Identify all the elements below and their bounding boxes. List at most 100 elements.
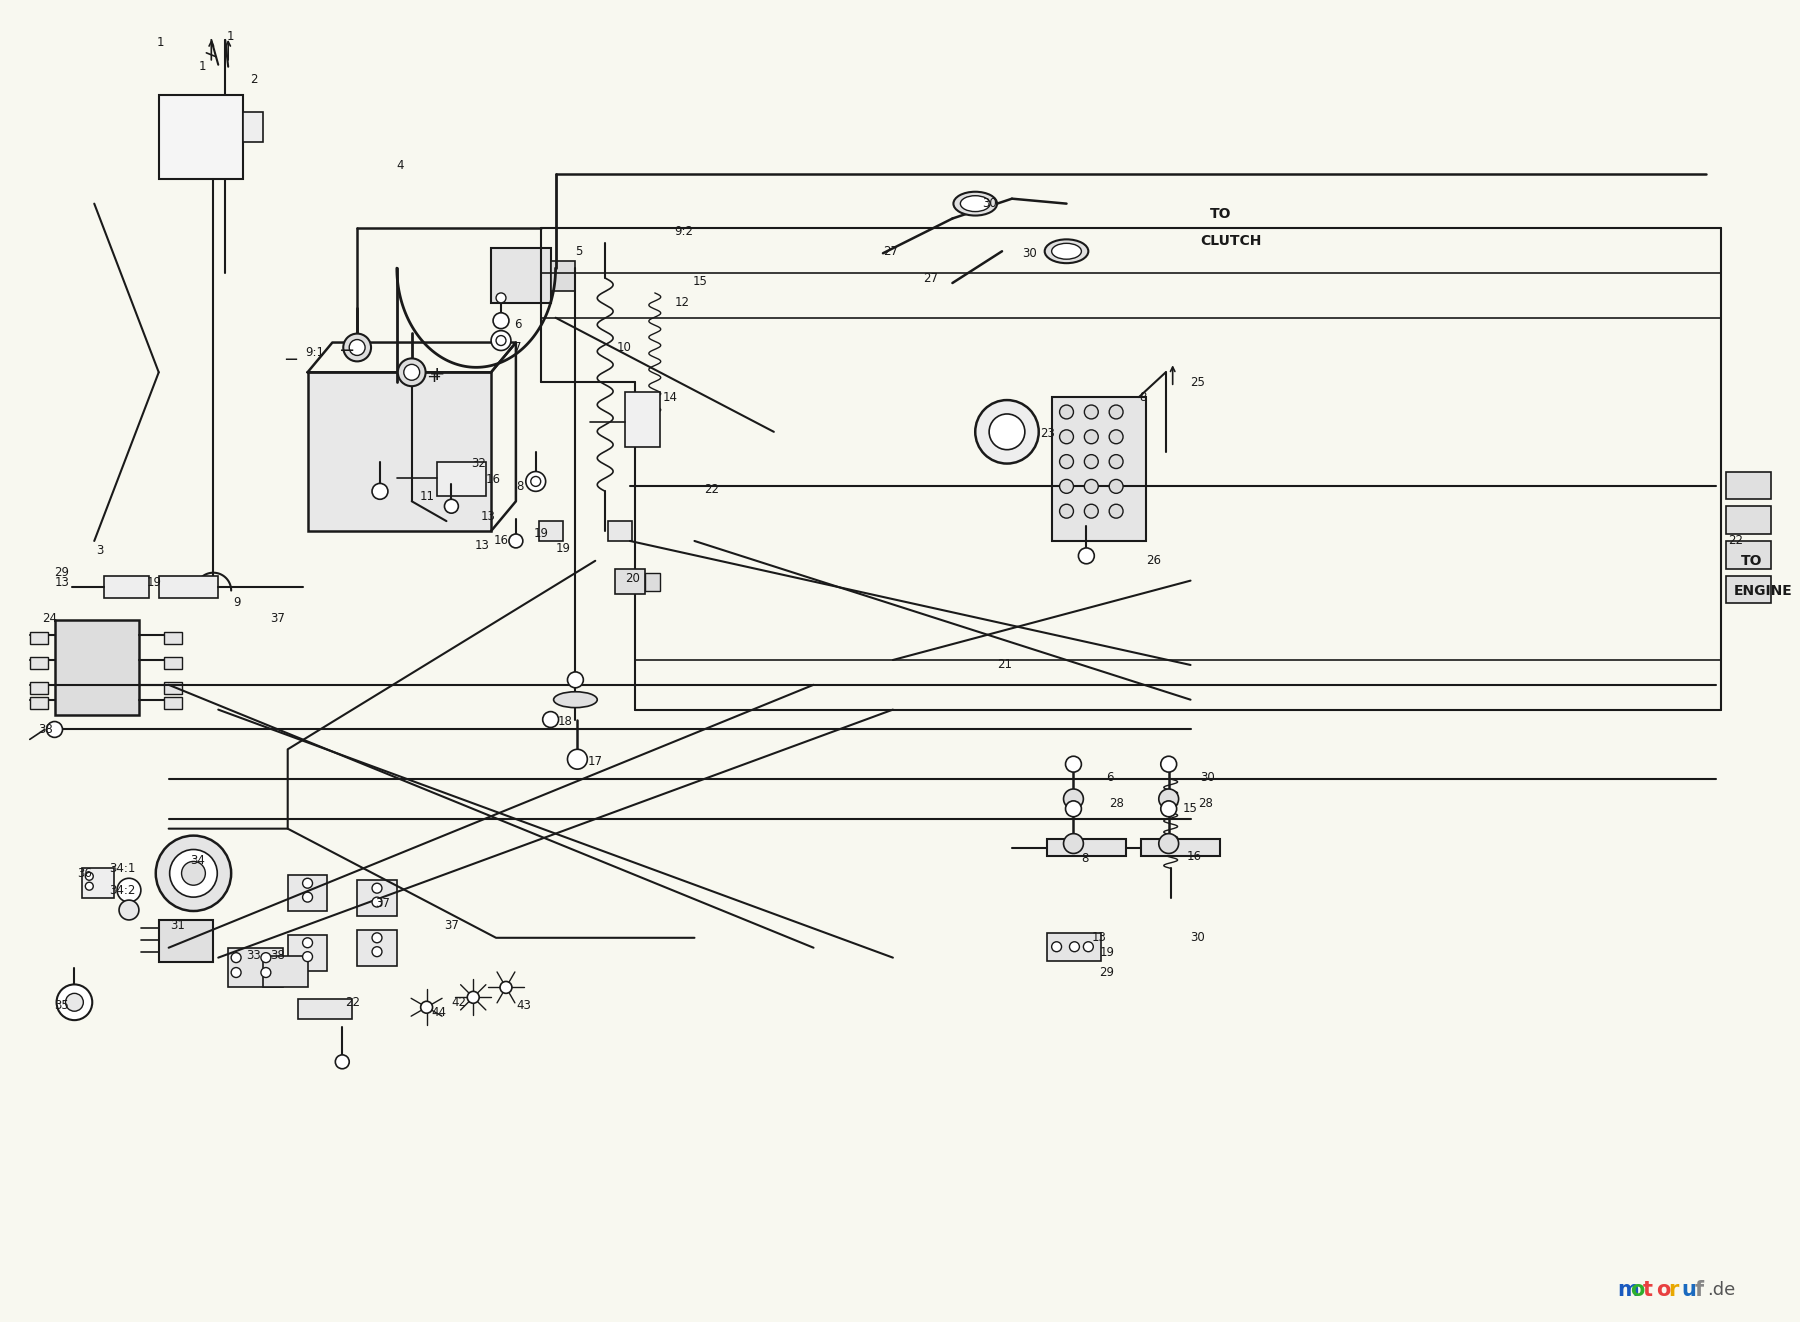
Text: 3: 3 [95, 545, 104, 558]
Circle shape [261, 953, 270, 962]
Circle shape [157, 836, 230, 911]
Text: 18: 18 [558, 715, 572, 728]
Text: 20: 20 [625, 572, 641, 586]
Text: 34: 34 [191, 854, 205, 867]
Bar [158, 575, 218, 598]
Circle shape [47, 722, 63, 738]
Circle shape [1159, 789, 1179, 809]
Text: m: m [1616, 1280, 1638, 1300]
Text: 8: 8 [517, 480, 524, 493]
Circle shape [302, 892, 313, 902]
Circle shape [1161, 801, 1177, 817]
Text: 38: 38 [38, 723, 52, 736]
Text: 26: 26 [1147, 554, 1161, 567]
Text: 34:1: 34:1 [110, 862, 135, 875]
Circle shape [302, 952, 313, 961]
Circle shape [349, 340, 365, 356]
Bar [288, 875, 328, 911]
Circle shape [1109, 480, 1123, 493]
Ellipse shape [554, 691, 598, 707]
Bar [288, 935, 328, 970]
Text: 19: 19 [535, 526, 549, 539]
Circle shape [500, 981, 511, 993]
Circle shape [1060, 405, 1073, 419]
Circle shape [1066, 801, 1082, 817]
Text: 11: 11 [419, 490, 434, 502]
Text: −: − [283, 352, 297, 369]
Bar [551, 262, 576, 291]
Bar [538, 521, 563, 541]
Circle shape [119, 900, 139, 920]
Bar [31, 682, 47, 694]
Text: ENGINE: ENGINE [1733, 583, 1793, 598]
Text: 36: 36 [77, 867, 92, 880]
Text: 9:2: 9:2 [675, 225, 693, 238]
Circle shape [373, 933, 382, 943]
Text: 13: 13 [481, 510, 497, 522]
Text: u: u [1681, 1280, 1696, 1300]
Circle shape [542, 711, 558, 727]
Circle shape [1084, 480, 1098, 493]
Circle shape [1078, 547, 1094, 563]
Text: 33: 33 [247, 949, 261, 962]
Bar [31, 632, 47, 644]
Text: 29: 29 [1100, 966, 1114, 980]
Text: 1: 1 [227, 30, 234, 44]
Text: 8: 8 [1139, 390, 1147, 403]
Text: 37: 37 [445, 919, 459, 932]
Text: 23: 23 [1040, 427, 1055, 440]
Circle shape [976, 401, 1039, 464]
Text: 22: 22 [346, 995, 360, 1009]
Text: 22: 22 [1728, 534, 1742, 547]
Bar [83, 869, 113, 898]
Circle shape [85, 873, 94, 880]
Text: o: o [1656, 1280, 1670, 1300]
Circle shape [491, 330, 511, 350]
Text: 1: 1 [157, 37, 164, 49]
Circle shape [302, 937, 313, 948]
Text: 14: 14 [662, 390, 679, 403]
Text: 37: 37 [270, 612, 284, 625]
Circle shape [373, 947, 382, 957]
Bar [1726, 541, 1771, 568]
Bar [243, 112, 263, 143]
Text: 17: 17 [587, 755, 603, 768]
Text: 10: 10 [617, 341, 632, 354]
Circle shape [1084, 405, 1098, 419]
Text: 38: 38 [270, 949, 284, 962]
Text: 25: 25 [1190, 375, 1206, 389]
Circle shape [56, 985, 92, 1021]
Text: −: − [340, 341, 356, 360]
Circle shape [1109, 430, 1123, 444]
Circle shape [230, 968, 241, 977]
Text: 44: 44 [432, 1006, 446, 1019]
Bar [1046, 838, 1127, 857]
Bar [308, 373, 491, 531]
Circle shape [403, 365, 419, 381]
Text: 28: 28 [1199, 797, 1213, 810]
Circle shape [445, 500, 459, 513]
Circle shape [421, 1001, 432, 1013]
Circle shape [1060, 480, 1073, 493]
Circle shape [531, 476, 540, 486]
Bar [1141, 838, 1220, 857]
Text: 29: 29 [54, 566, 70, 579]
Circle shape [302, 878, 313, 888]
Bar [437, 461, 486, 496]
Bar [1046, 933, 1102, 961]
Text: r: r [1669, 1280, 1679, 1300]
Text: 13: 13 [1091, 931, 1107, 944]
Circle shape [990, 414, 1024, 449]
Bar [164, 632, 182, 644]
Text: CLUTCH: CLUTCH [1201, 234, 1262, 249]
Ellipse shape [961, 196, 990, 212]
Circle shape [1066, 756, 1082, 772]
Text: TO: TO [1210, 206, 1231, 221]
Bar [31, 657, 47, 669]
Bar [54, 620, 139, 715]
Text: 30: 30 [1201, 771, 1215, 784]
Circle shape [1069, 941, 1080, 952]
Text: 13: 13 [54, 576, 70, 590]
Text: 34:2: 34:2 [110, 883, 135, 896]
Text: 9:1: 9:1 [306, 346, 324, 360]
